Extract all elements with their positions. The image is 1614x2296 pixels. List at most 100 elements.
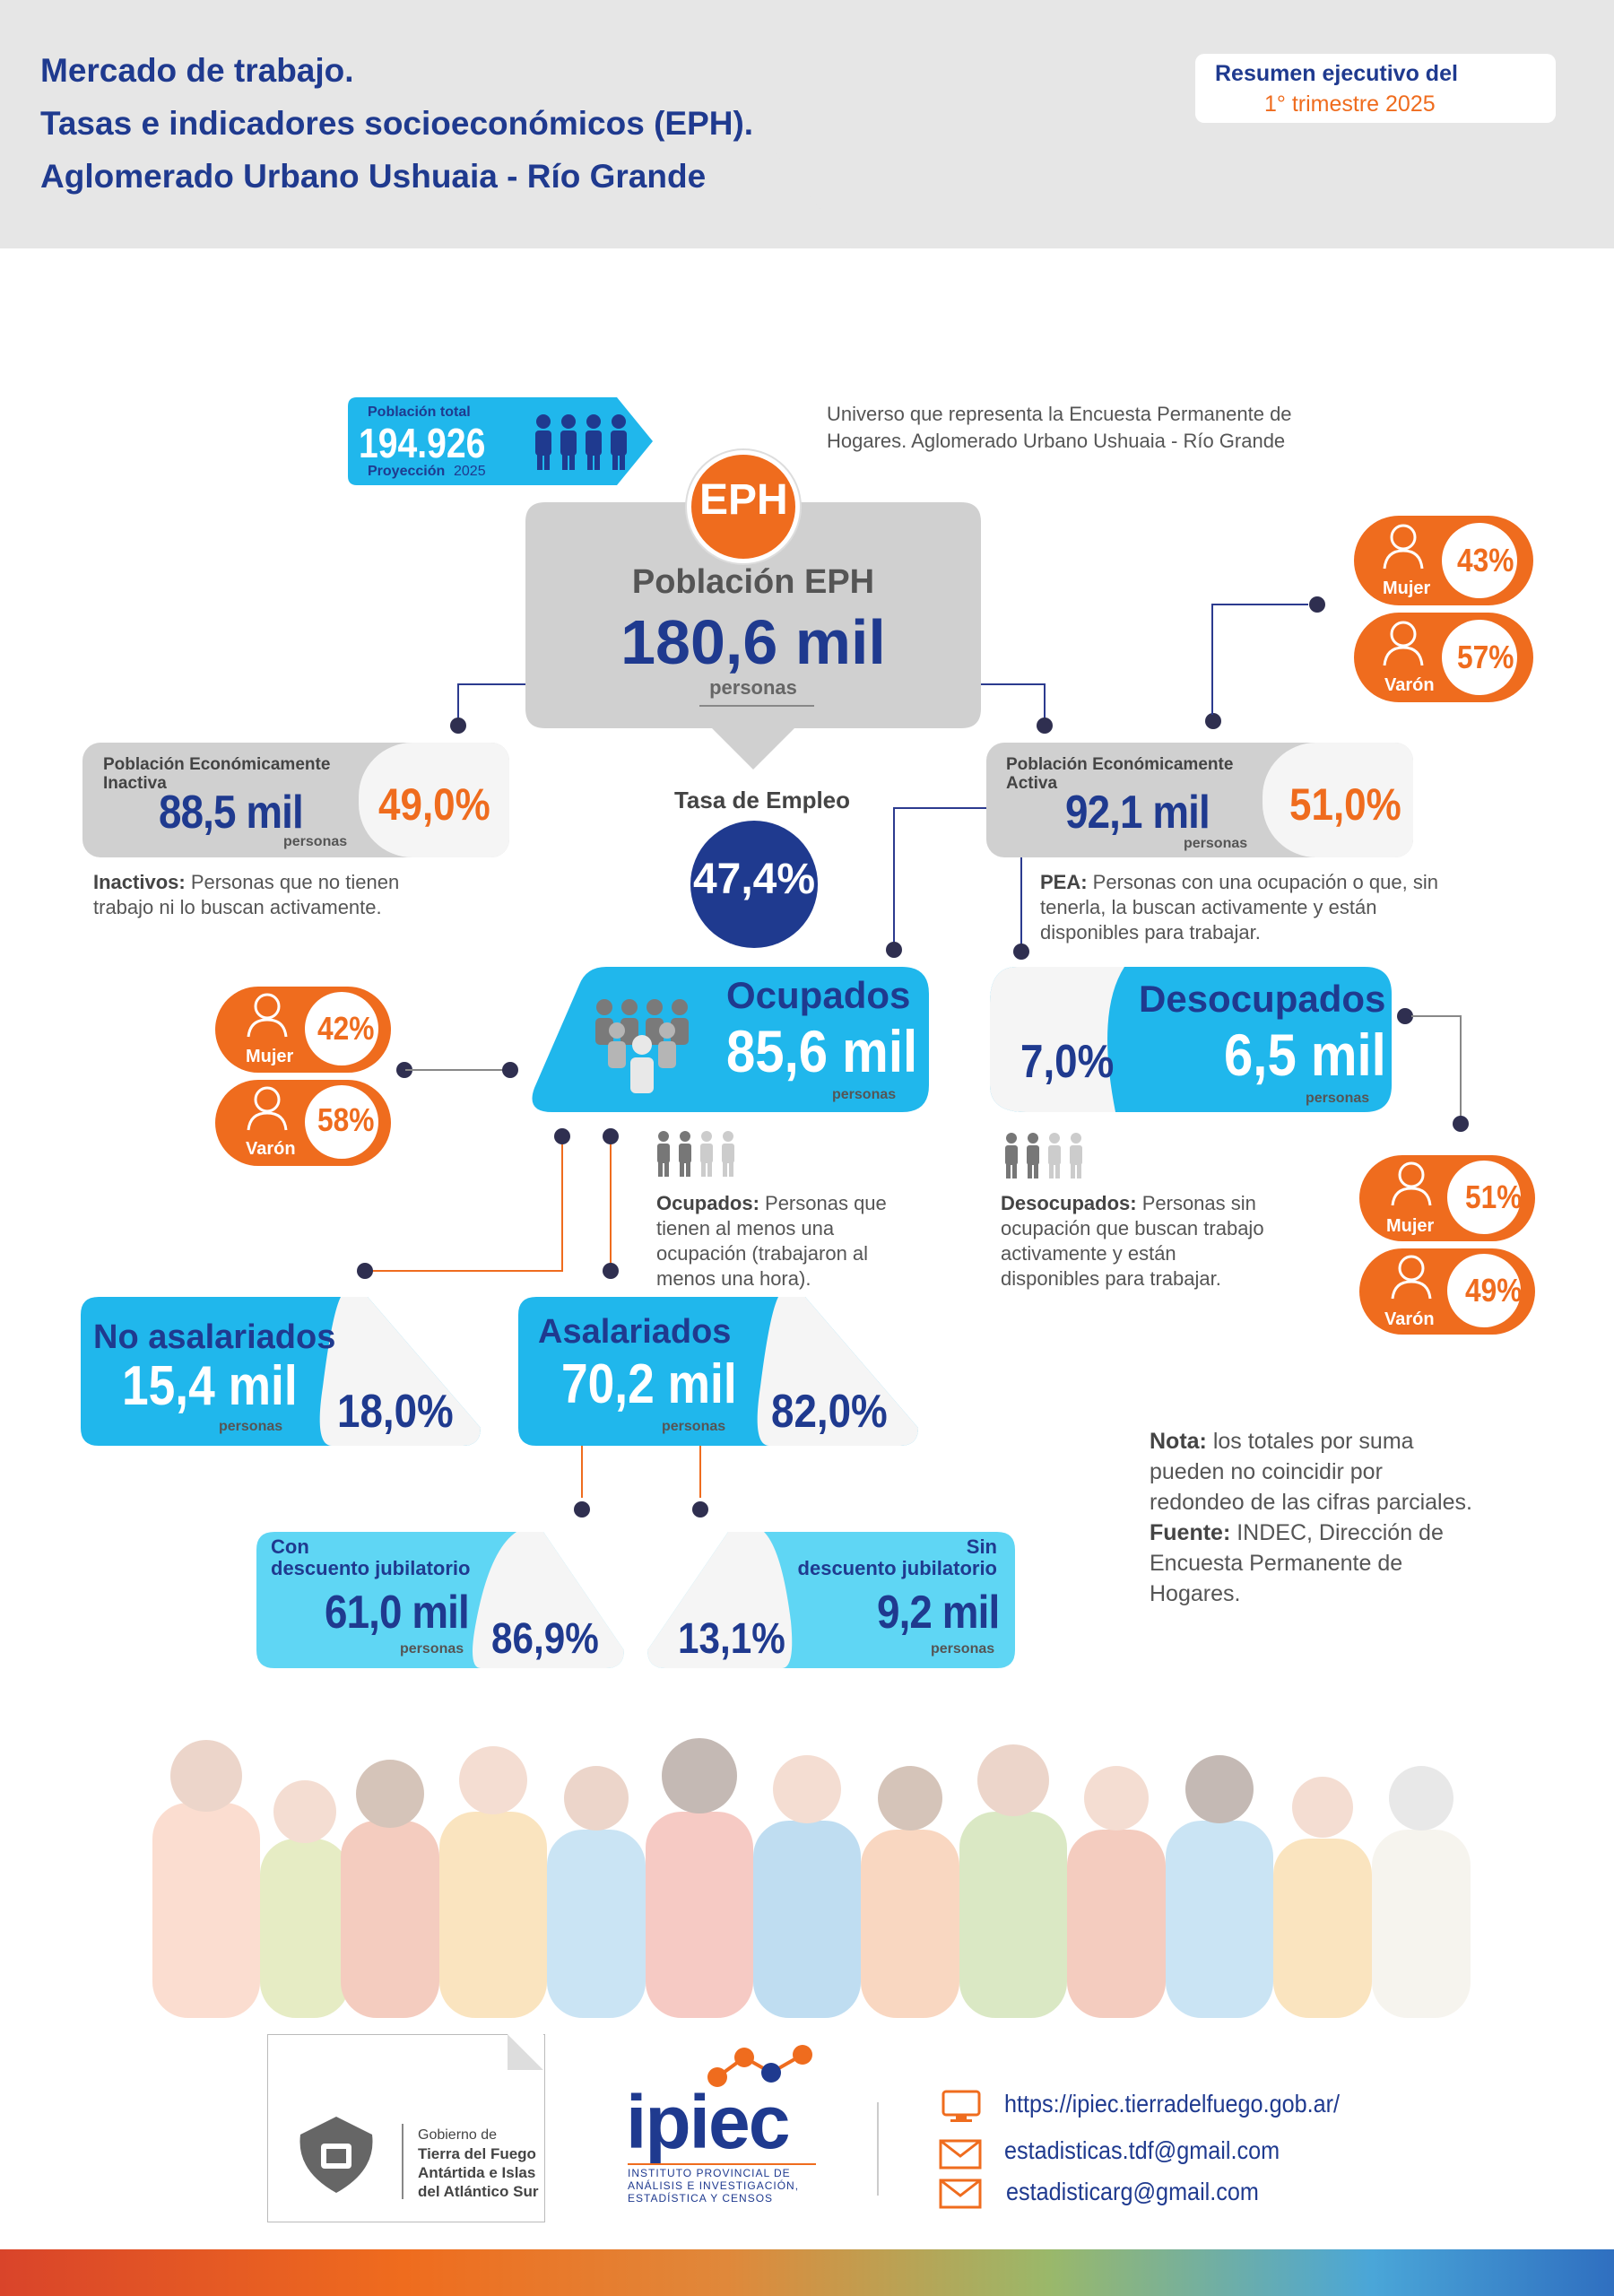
- proyeccion-label: Proyección: [368, 464, 446, 479]
- email-link-1[interactable]: estadisticas.tdf@gmail.com: [1004, 2136, 1280, 2164]
- asalariados-label: Asalariados: [538, 1313, 732, 1351]
- nota-line-4: Fuente: INDEC, Dirección de: [1150, 1520, 1444, 1545]
- email-icon: [939, 2139, 982, 2170]
- man-icon: [1391, 1255, 1432, 1300]
- con-descuento-value: 61,0 mil: [325, 1587, 470, 1639]
- inactiva-label-1: Población Económicamente: [103, 755, 331, 774]
- eph-logo-text: EPH: [699, 476, 788, 524]
- ipiec-sub-3: ESTADÍSTICA Y CENSOS: [628, 2192, 774, 2205]
- sin-descuento-value: 9,2 mil: [877, 1587, 1000, 1639]
- poblacion-total-value: 194.926: [359, 420, 486, 466]
- activa-mujer-pct: 43%: [1457, 542, 1514, 578]
- activa-pct: 51,0%: [1289, 779, 1401, 830]
- nota-line-2: pueden no coincidir por: [1150, 1459, 1383, 1484]
- inactiva-value: 88,5 mil: [159, 787, 304, 839]
- web-link[interactable]: https://ipiec.tierradelfuego.gob.ar/: [1004, 2090, 1341, 2118]
- tasa-empleo-label: Tasa de Empleo: [673, 787, 851, 813]
- desocupados-pct: 7,0%: [1020, 1036, 1115, 1088]
- eph-label: Población EPH: [631, 563, 875, 601]
- activa-desc-2: tenerla, la buscan activamente y están: [1040, 896, 1377, 918]
- desocupados-varon-pct: 49%: [1465, 1272, 1523, 1309]
- con-descuento-unit: personas: [400, 1641, 464, 1657]
- desocupados-box: [990, 967, 1392, 1112]
- sin-descuento-label-1: Sin: [966, 1535, 997, 1558]
- desocupados-value: 6,5 mil: [1224, 1022, 1386, 1088]
- ocupados-desc-3: ocupación (trabajaron al: [656, 1242, 869, 1265]
- activa-unit: personas: [1184, 836, 1248, 851]
- nota-line-1: Nota: los totales por suma: [1150, 1429, 1414, 1454]
- email-link-2[interactable]: estadisticarg@gmail.com: [1006, 2178, 1259, 2205]
- universo-line-1: Universo que representa la Encuesta Perm…: [827, 403, 1292, 425]
- resumen-label: Resumen ejecutivo del: [1215, 61, 1458, 86]
- nota-block: Nota: los totales por suma pueden no coi…: [1150, 1426, 1472, 1609]
- ocupados-label: Ocupados: [726, 974, 911, 1016]
- activa-label-2: Activa: [1006, 774, 1058, 793]
- desocupados-unit: personas: [1306, 1091, 1370, 1106]
- man-icon: [247, 1086, 288, 1131]
- no-asalariados-unit: personas: [219, 1419, 283, 1434]
- title-line-2: Tasas e indicadores socioeconómicos (EPH…: [40, 105, 754, 142]
- activa-varon-pct: 57%: [1457, 639, 1514, 675]
- people-crowd-icon: [595, 999, 689, 1093]
- activa-desc-3: disponibles para trabajar.: [1040, 921, 1261, 944]
- poblacion-total-label: Población total: [368, 404, 471, 420]
- desocupados-mujer-label: Mujer: [1386, 1216, 1435, 1236]
- header-cut: [771, 148, 852, 248]
- tasa-empleo-value: 47,4%: [692, 856, 816, 903]
- eph-unit: personas: [709, 676, 797, 699]
- no-asalariados-value: 15,4 mil: [122, 1355, 298, 1417]
- con-descuento-pct: 86,9%: [491, 1615, 599, 1663]
- activa-label-1: Población Económicamente: [1006, 755, 1234, 774]
- universo-line-2: Hogares. Aglomerado Urbano Ushuaia - Río…: [827, 430, 1286, 452]
- no-asalariados-box: [81, 1297, 481, 1446]
- ocupados-varon-label: Varón: [246, 1139, 296, 1159]
- asalariados-pct: 82,0%: [771, 1386, 888, 1438]
- asalariados-box: [518, 1297, 918, 1446]
- poblacion-total-badge: Población total 194.926 Proyección 2025: [348, 397, 653, 485]
- title-line-3: Aglomerado Urbano Ushuaia - Río Grande: [40, 158, 707, 195]
- resumen-period: 1° trimestre 2025: [1264, 91, 1436, 117]
- ocupados-mujer-label: Mujer: [246, 1047, 294, 1066]
- nota-line-5: Encuesta Permanente de: [1150, 1551, 1403, 1576]
- no-asalariados-pct: 18,0%: [337, 1386, 454, 1438]
- page-corner: [508, 2034, 543, 2070]
- inactiva-desc-2: trabajo ni lo buscan activamente.: [93, 896, 382, 918]
- ocupados-desc-2: tienen al menos una: [656, 1217, 835, 1239]
- people-illustration: [152, 1738, 1471, 2018]
- woman-icon: [247, 993, 288, 1038]
- asalariados-value: 70,2 mil: [561, 1353, 737, 1415]
- desocupados-desc-4: disponibles para trabajar.: [1001, 1267, 1221, 1290]
- gobierno-line-4: del Atlántico Sur: [418, 2183, 539, 2200]
- ipiec-sub-1: INSTITUTO PROVINCIAL DE: [628, 2167, 791, 2179]
- activa-varon-label: Varón: [1384, 675, 1435, 695]
- resumen-box: [1195, 54, 1556, 123]
- activa-pct-bg: [1263, 743, 1413, 857]
- desocupados-mujer-pct: 51%: [1465, 1178, 1523, 1215]
- activa-mujer-label: Mujer: [1383, 578, 1431, 598]
- inactiva-pct: 49,0%: [378, 779, 490, 830]
- connector-dot: [1037, 718, 1053, 734]
- tasa-empleo-circle: [690, 821, 818, 948]
- con-descuento-label-1: Con: [271, 1535, 309, 1558]
- gobierno-crest-icon: [299, 2117, 373, 2193]
- ipiec-logo-graph: [707, 2045, 812, 2087]
- eph-logo-circle: [687, 450, 800, 563]
- inactiva-pct-bg: [359, 743, 509, 857]
- sin-descuento-pct: 13,1%: [678, 1615, 785, 1663]
- woman-icon: [1391, 1161, 1432, 1206]
- desocupados-desc-1: Desocupados: Personas sin: [1001, 1192, 1256, 1214]
- people-group-icon: [535, 414, 627, 470]
- ipiec-logo-text: ipiec: [626, 2080, 790, 2164]
- con-descuento-box: [256, 1532, 624, 1668]
- activa-value: 92,1 mil: [1065, 787, 1210, 839]
- people-small-icon: [1005, 1133, 1082, 1178]
- con-descuento-label-2: descuento jubilatorio: [271, 1557, 471, 1579]
- ocupados-mujer-pct: 42%: [317, 1010, 375, 1047]
- ipiec-sub-2: ANÁLISIS E INVESTIGACIÓN,: [628, 2179, 800, 2192]
- web-icon: [941, 2090, 981, 2122]
- ocupados-varon-pct: 58%: [317, 1101, 375, 1138]
- desocupados-desc-3: activamente y están: [1001, 1242, 1176, 1265]
- title-line-1: Mercado de trabajo.: [40, 52, 354, 89]
- ocupados-desc-4: menos una hora).: [656, 1267, 811, 1290]
- sin-descuento-unit: personas: [931, 1641, 995, 1657]
